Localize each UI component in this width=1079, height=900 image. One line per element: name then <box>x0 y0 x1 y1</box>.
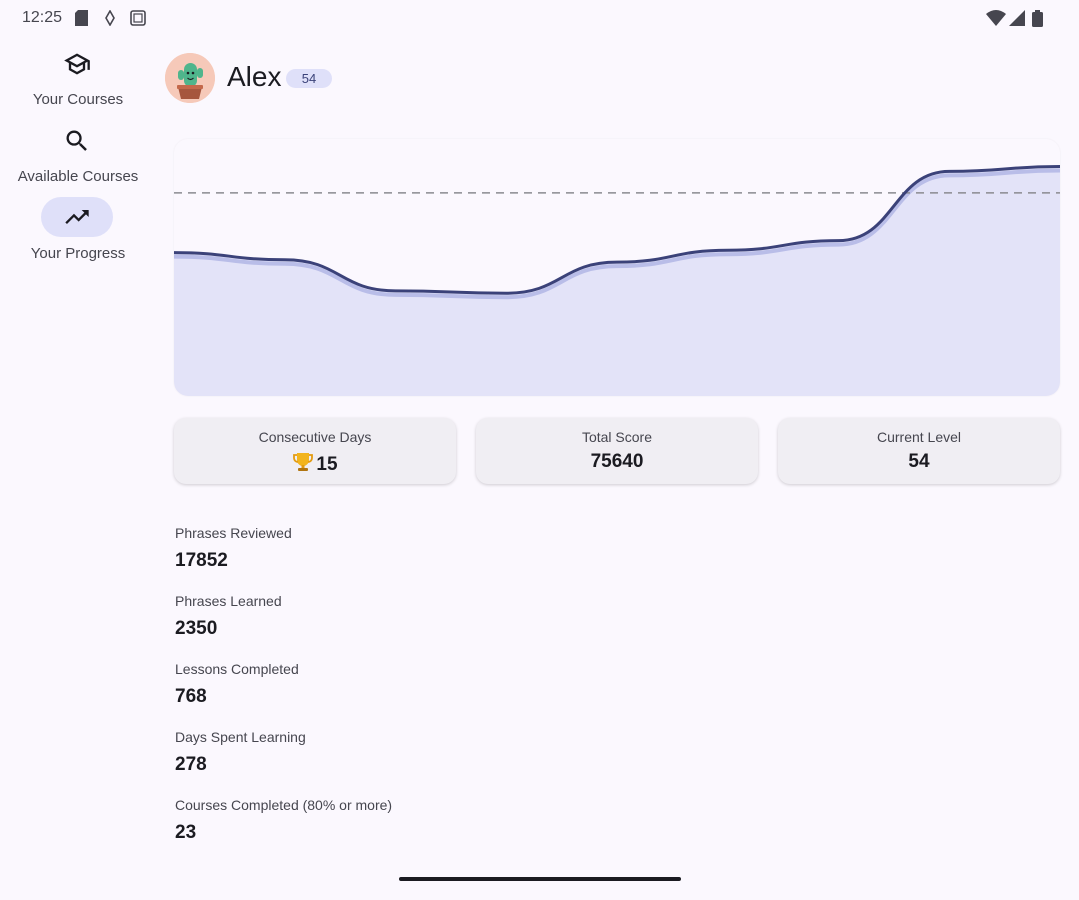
wifi-icon <box>986 10 1006 26</box>
metric-days-spent-learning: Days Spent Learning 278 <box>175 729 675 789</box>
search-icon <box>63 127 91 155</box>
metric-label: Courses Completed (80% or more) <box>175 797 393 813</box>
metric-courses-completed: Courses Completed (80% or more) 23 <box>175 797 675 857</box>
school-icon <box>63 50 91 78</box>
stat-value-current-level: 54 <box>908 451 930 472</box>
metric-value: 278 <box>175 754 207 775</box>
stat-card-consecutive-days: Consecutive Days 15 <box>174 418 456 484</box>
stat-label-current-level: Current Level <box>876 429 962 445</box>
metric-lessons-completed: Lessons Completed 768 <box>175 661 675 721</box>
cactus-avatar-icon <box>165 53 215 103</box>
metric-value: 17852 <box>175 550 228 571</box>
metric-label: Phrases Reviewed <box>175 525 292 541</box>
avatar[interactable] <box>165 53 215 103</box>
metric-phrases-learned: Phrases Learned 2350 <box>175 593 675 653</box>
user-name: Alex <box>227 61 282 92</box>
stat-label-total-score: Total Score <box>581 429 653 445</box>
screenshot-icon <box>130 10 146 26</box>
metric-label: Lessons Completed <box>175 661 299 677</box>
metric-value: 2350 <box>175 618 218 639</box>
battery-icon <box>1032 10 1043 27</box>
stat-card-current-level: Current Level 54 <box>778 418 1060 484</box>
cell-signal-icon <box>1009 10 1025 26</box>
metric-label: Days Spent Learning <box>175 729 306 745</box>
stat-value-total-score: 75640 <box>590 451 644 472</box>
stat-label-consecutive-days: Consecutive Days <box>258 429 372 445</box>
nav-item-your-courses[interactable]: Your Courses <box>0 46 156 116</box>
sim-card-icon <box>75 10 88 26</box>
stat-value-consecutive-days: 15 <box>174 451 456 479</box>
metric-value: 23 <box>175 822 197 843</box>
progress-chart-card <box>174 139 1060 396</box>
nav-label-available-courses: Available Courses <box>17 168 139 185</box>
stat-value-consecutive-days-number: 15 <box>316 454 338 475</box>
stat-card-total-score: Total Score 75640 <box>476 418 758 484</box>
nav-item-available-courses[interactable]: Available Courses <box>0 123 156 193</box>
metric-phrases-reviewed: Phrases Reviewed 17852 <box>175 525 675 585</box>
nav-label-your-courses: Your Courses <box>32 91 124 108</box>
metric-value: 768 <box>175 686 207 707</box>
status-bar: 12:25 <box>0 0 1079 36</box>
status-time: 12:25 <box>22 9 63 26</box>
level-badge: 54 <box>286 69 332 88</box>
nav-item-your-progress[interactable]: Your Progress <box>0 196 156 266</box>
trending-up-icon <box>63 203 91 231</box>
gesture-navigation-bar[interactable] <box>399 877 681 881</box>
chart-line-shadow <box>174 168 1060 300</box>
data-saver-icon <box>104 10 116 26</box>
chart-progress-line <box>174 165 1060 295</box>
nav-label-your-progress: Your Progress <box>30 245 126 262</box>
metric-label: Phrases Learned <box>175 593 282 609</box>
progress-chart <box>174 165 1060 396</box>
chart-area-fill <box>174 166 1060 396</box>
trophy-icon <box>292 451 314 479</box>
